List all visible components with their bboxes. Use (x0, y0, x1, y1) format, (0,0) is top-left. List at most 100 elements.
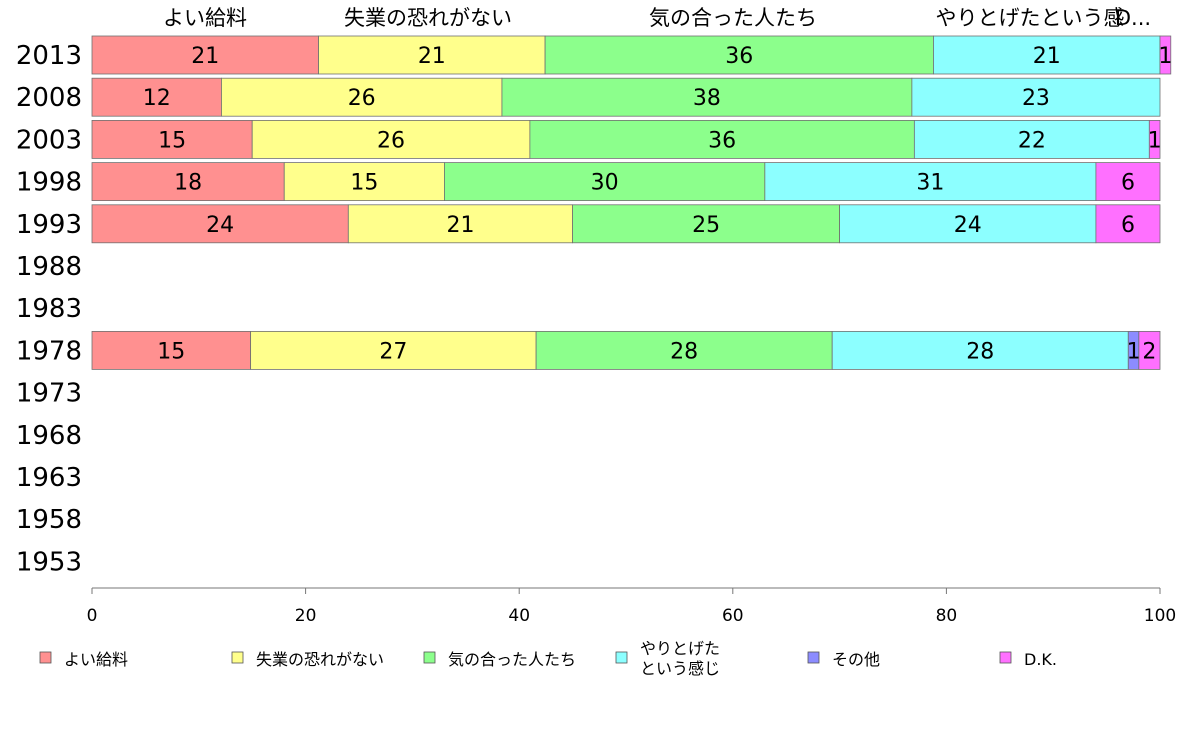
bar-segment (444, 162, 766, 202)
bar-segment (221, 77, 503, 117)
top-series-label: 気の合った人たち (649, 6, 817, 30)
legend-item: その他 (807, 650, 880, 669)
data-label: 12 (143, 86, 171, 111)
year-label: 1988 (16, 252, 82, 282)
year-label: 1973 (16, 379, 82, 409)
data-label: 15 (158, 128, 186, 153)
data-label: 24 (206, 213, 234, 238)
data-label: 21 (191, 44, 219, 69)
legend-item: D.K. (999, 650, 1057, 669)
year-label: 1983 (16, 294, 82, 324)
x-tick-label: 0 (87, 606, 98, 626)
bar-segment (535, 330, 833, 370)
data-label: 23 (1022, 86, 1050, 111)
legend-item: 気の合った人たち (423, 650, 576, 669)
data-label: 30 (591, 171, 619, 196)
bar-segment (1138, 330, 1161, 370)
legend-swatch (39, 651, 52, 664)
top-series-label: 失業の恐れがない (344, 6, 512, 30)
bar-segment (544, 35, 934, 75)
year-label: 2003 (16, 125, 82, 155)
bar-segment (1148, 120, 1161, 159)
x-tick-label: 20 (295, 606, 317, 626)
legend-label: という感じ (640, 659, 720, 678)
top-series-label: よい給料 (163, 6, 247, 30)
data-label: 25 (692, 213, 720, 238)
year-label: 1993 (16, 210, 82, 240)
legend-item: 失業の恐れがない (231, 650, 384, 669)
legend-label: よい給料 (64, 650, 128, 669)
data-label: 28 (966, 339, 994, 364)
bar-segment (91, 35, 319, 75)
bar-row-2003: 15 26 36 22 1 (91, 120, 1162, 159)
x-tick-label: 100 (1144, 606, 1176, 626)
bar-segment (933, 35, 1161, 75)
bar-segment (91, 204, 349, 244)
year-label: 1968 (16, 421, 82, 451)
bar-segment (572, 204, 840, 244)
top-series-labels: よい給料 失業の恐れがない 気の合った人たち やりとげたという感D... (163, 6, 1151, 30)
legend-swatch (999, 651, 1012, 664)
bar-segment (501, 77, 913, 117)
data-label: 26 (377, 128, 405, 153)
data-label: 36 (725, 44, 753, 69)
data-label: 15 (350, 171, 378, 196)
data-label: 27 (379, 339, 407, 364)
data-label: 24 (954, 213, 982, 238)
legend-label: D.K. (1024, 650, 1057, 669)
bar-row-1993: 24 21 25 24 6 (91, 204, 1161, 244)
bar-segment (91, 77, 222, 117)
x-tick-label: 60 (722, 606, 744, 626)
x-axis: 0 20 40 60 80 100 (87, 587, 1176, 626)
data-label: 38 (693, 86, 721, 111)
data-label: 1 (1127, 339, 1141, 364)
bar-segment (1095, 162, 1161, 202)
legend-label: その他 (832, 650, 880, 669)
bar-segment (831, 330, 1129, 370)
bar-segment (250, 330, 537, 370)
bar-row-1998: 18 15 30 31 6 (91, 162, 1161, 202)
bar-segment (913, 120, 1150, 159)
bar-row-1978: 15 27 28 28 1 2 (91, 330, 1161, 370)
legend-label: 気の合った人たち (448, 650, 576, 669)
legend-label: やりとげた (640, 639, 720, 658)
data-label: 15 (157, 339, 185, 364)
legend-swatch (807, 651, 820, 664)
year-labels: 2013 2008 2003 1998 1993 1988 1983 1978 1973 1968… (16, 41, 82, 577)
year-label: 2013 (16, 41, 82, 71)
bar-segment (764, 162, 1097, 202)
data-label: 18 (174, 171, 202, 196)
legend-label: 失業の恐れがない (256, 650, 384, 669)
data-label: 21 (1033, 44, 1061, 69)
bar-segment (91, 330, 252, 370)
bar-segment (318, 35, 546, 75)
bar-segment (911, 77, 1161, 117)
data-label: 26 (348, 86, 376, 111)
year-label: 1958 (16, 505, 82, 535)
bar-segment (91, 162, 285, 202)
data-label: 21 (418, 44, 446, 69)
legend-swatch (615, 651, 628, 664)
data-label: 36 (708, 128, 736, 153)
data-label: 31 (916, 171, 944, 196)
year-label: 1978 (16, 336, 82, 366)
top-series-label: D... (1115, 6, 1151, 30)
data-label: 6 (1121, 213, 1135, 238)
bar-segment (91, 120, 253, 159)
data-label: 2 (1142, 339, 1156, 364)
bar-segment (251, 120, 531, 159)
data-label: 6 (1121, 171, 1135, 196)
legend-swatch (423, 651, 436, 664)
year-label: 1953 (16, 547, 82, 577)
bar-segment (1095, 204, 1161, 244)
year-label: 1998 (16, 168, 82, 198)
bar-row-2008: 12 26 38 23 (91, 77, 1161, 117)
year-label: 1963 (16, 463, 82, 493)
legend-item: よい給料 (39, 650, 128, 669)
data-label: 28 (670, 339, 698, 364)
bar-segment (283, 162, 445, 202)
